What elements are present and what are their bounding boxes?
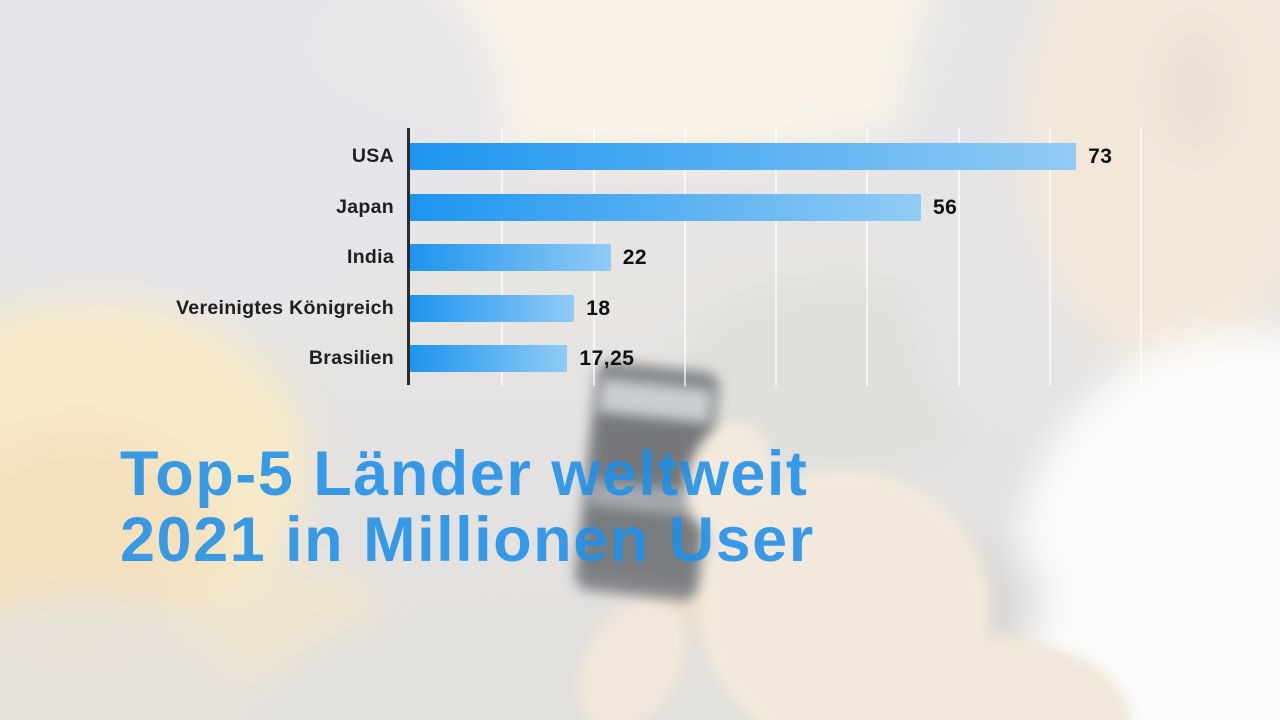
title-line-2: 2021 in Millionen User <box>120 505 815 575</box>
value-bar <box>410 294 575 322</box>
chart-gridline <box>1140 128 1142 386</box>
chart-gridline <box>775 128 777 386</box>
chart-title: Top-5 Länder weltweit 2021 in Millionen … <box>120 441 815 573</box>
value-bar <box>410 244 611 271</box>
chart-gridline <box>957 128 960 386</box>
value-label: 18 <box>586 296 611 320</box>
chart-gridline <box>683 128 686 386</box>
person-ear-shadow <box>1160 25 1230 155</box>
category-label: Vereinigtes Königreich <box>176 296 394 319</box>
category-label: USA <box>351 145 394 167</box>
value-bar <box>410 143 1077 170</box>
value-label: 73 <box>1088 145 1113 168</box>
value-bar <box>410 193 921 221</box>
chart-gridline <box>1048 128 1051 386</box>
value-label: 56 <box>933 195 958 219</box>
category-label: Brasilien <box>308 347 394 369</box>
value-bar <box>410 345 568 372</box>
value-label: 22 <box>622 246 648 269</box>
chart-gridline <box>866 128 869 386</box>
category-label: Japan <box>336 195 394 218</box>
chart-axis-line <box>407 128 410 385</box>
value-label: 17,25 <box>579 347 635 370</box>
title-line-1: Top-5 Länder weltweit <box>120 439 809 509</box>
category-label: India <box>346 246 394 268</box>
